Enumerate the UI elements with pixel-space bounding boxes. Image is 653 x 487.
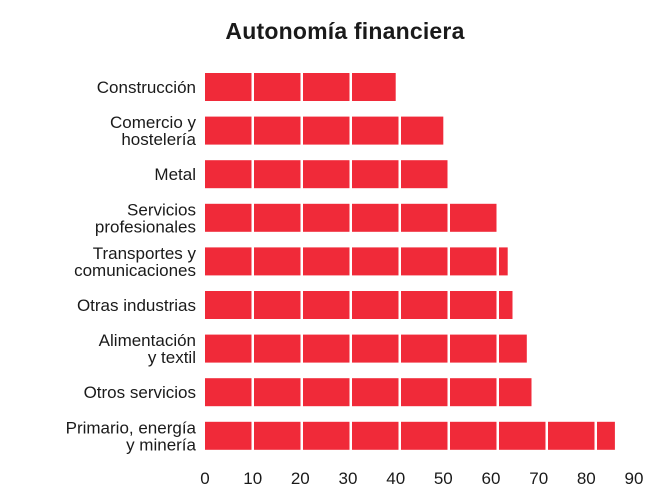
bar-segment xyxy=(303,160,350,189)
x-tick-label: 90 xyxy=(625,469,644,487)
bar-segment xyxy=(205,116,252,145)
bar-segment xyxy=(352,247,399,276)
category-label: Metal xyxy=(154,165,196,184)
bar-segment xyxy=(254,160,301,189)
bar-segment xyxy=(254,334,301,363)
bar-segment xyxy=(499,247,508,276)
bar-segment xyxy=(303,73,350,101)
bar-segment xyxy=(352,421,399,450)
bar-segment xyxy=(254,116,301,145)
x-tick-label: 50 xyxy=(434,469,453,487)
bar-segment xyxy=(303,291,350,319)
bar-segment xyxy=(352,291,399,319)
category-label: Comercio y hostelería xyxy=(110,113,196,149)
bar xyxy=(205,421,615,450)
bar-segment xyxy=(450,247,497,276)
chart-title: Autonomía financiera xyxy=(225,18,465,44)
bar-segment xyxy=(401,116,444,145)
bar-segment xyxy=(597,421,615,450)
bar-segment xyxy=(254,421,301,450)
bar-segment xyxy=(401,247,448,276)
bar-segment xyxy=(401,160,448,189)
category-label: Construcción xyxy=(97,78,196,97)
x-tick-label: 40 xyxy=(386,469,405,487)
bar-segment xyxy=(205,247,252,276)
category-label: Alimentación y textil xyxy=(99,331,196,367)
bar-segment xyxy=(499,291,513,319)
bar-segment xyxy=(205,421,252,450)
bar-segment xyxy=(254,203,301,232)
bar-segment xyxy=(254,291,301,319)
bar-segment xyxy=(499,334,527,363)
bar-segment xyxy=(352,116,399,145)
bar-segment xyxy=(254,378,301,407)
bar-segment xyxy=(548,421,595,450)
bar-segment xyxy=(450,291,497,319)
bar-segment xyxy=(352,203,399,232)
bar-segment xyxy=(303,116,350,145)
category-label: Transportes y comunicaciones xyxy=(74,244,196,280)
bar xyxy=(205,116,444,145)
bar-segment xyxy=(205,378,252,407)
x-tick-label: 60 xyxy=(482,469,501,487)
bar-segment xyxy=(450,334,497,363)
x-tick-label: 0 xyxy=(200,469,209,487)
bar-segment xyxy=(303,247,350,276)
bar-segment xyxy=(254,247,301,276)
bar-segment xyxy=(401,421,448,450)
bar xyxy=(205,247,508,276)
category-label: Primario, energía y minería xyxy=(66,418,197,454)
x-tick-label: 80 xyxy=(577,469,596,487)
bar xyxy=(205,160,448,189)
bar-segment xyxy=(401,291,448,319)
bar-segment xyxy=(303,334,350,363)
bar xyxy=(205,203,497,232)
bar-segment xyxy=(499,378,532,407)
bar xyxy=(205,334,527,363)
bar-segment xyxy=(352,378,399,407)
bar-segment xyxy=(303,203,350,232)
bar-segment xyxy=(254,73,301,101)
bar-segment xyxy=(205,203,252,232)
x-tick-label: 10 xyxy=(243,469,262,487)
bar-segment xyxy=(352,160,399,189)
bar-segment xyxy=(205,291,252,319)
bar-segment xyxy=(401,334,448,363)
bar-segment xyxy=(401,203,448,232)
category-label: Otras industrias xyxy=(77,296,196,315)
bar-segment xyxy=(303,378,350,407)
bar-segment xyxy=(303,421,350,450)
bar-segment xyxy=(499,421,546,450)
x-tick-label: 20 xyxy=(291,469,310,487)
x-tick-label: 70 xyxy=(529,469,548,487)
bar-segment xyxy=(450,378,497,407)
bar-segment xyxy=(450,421,497,450)
bar xyxy=(205,378,532,407)
bar-segment xyxy=(450,203,497,232)
category-label: Otros servicios xyxy=(84,383,196,402)
bar-segment xyxy=(401,378,448,407)
bar-segment xyxy=(205,334,252,363)
bar-segment xyxy=(352,334,399,363)
bar xyxy=(205,291,513,319)
category-label: Servicios profesionales xyxy=(95,200,196,236)
bar-segment xyxy=(205,160,252,189)
bar xyxy=(205,73,396,101)
bar-segment xyxy=(205,73,252,101)
x-tick-label: 30 xyxy=(339,469,358,487)
bar-segment xyxy=(352,73,396,101)
